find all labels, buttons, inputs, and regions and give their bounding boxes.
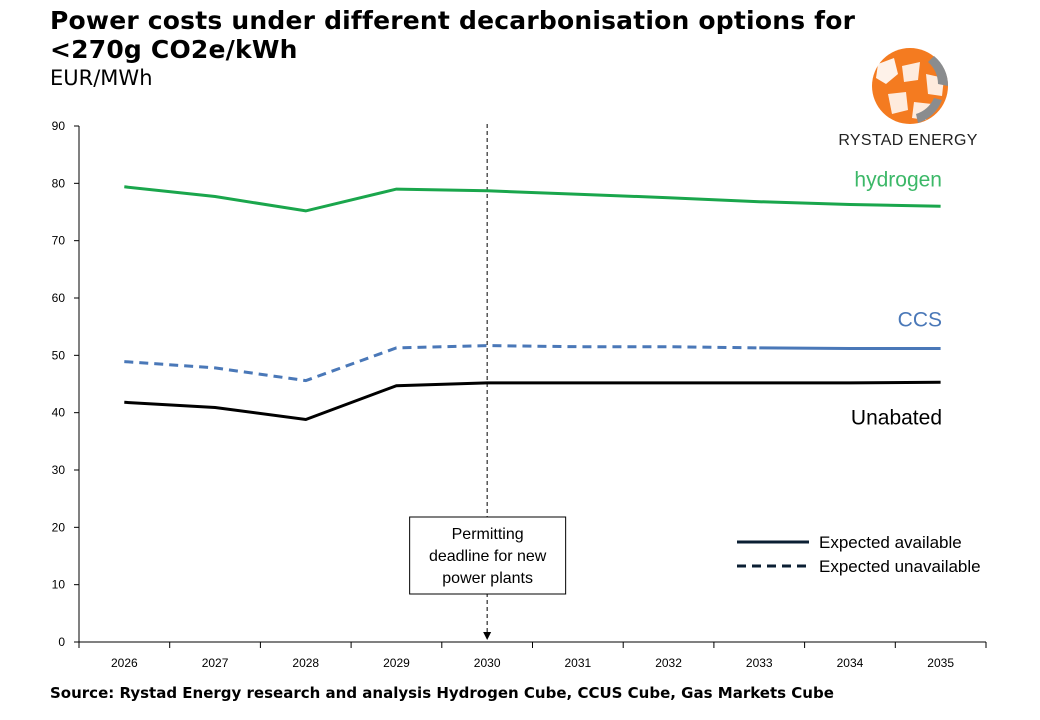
x-tick-label: 2027 [202,656,229,670]
y-tick-label: 20 [52,520,66,534]
x-tick-label: 2030 [474,656,501,670]
chart-subtitle: EUR/MWh [50,66,153,90]
x-tick-label: 2035 [927,656,954,670]
series-label-unabated: Unabated [851,406,942,429]
legend-label: Expected available [819,533,962,552]
y-tick-label: 80 [52,176,66,190]
rystad-logo: RYSTAD ENERGY [838,44,986,156]
x-tick-label: 2032 [655,656,682,670]
deadline-text-line: Permitting [452,526,524,543]
source-note: Source: Rystad Energy research and analy… [50,684,834,702]
x-tick-label: 2031 [564,656,591,670]
y-tick-label: 90 [52,119,66,133]
x-tick-label: 2026 [111,656,138,670]
x-tick-label: 2028 [292,656,319,670]
globe-icon [872,48,949,124]
series-line-hydrogen [124,185,941,213]
y-tick-label: 40 [52,406,66,420]
deadline-text-line: power plants [442,570,533,587]
deadline-arrow-icon [483,632,492,640]
y-tick-label: 70 [52,234,66,248]
deadline-annotation: Permitting deadline for new power plants [409,124,567,640]
logo-text: RYSTAD ENERGY [838,132,978,149]
chart-series [124,185,941,422]
series-label-hydrogen: hydrogen [854,168,942,191]
deadline-box [409,516,567,595]
legend-label: Expected unavailable [819,557,981,576]
x-tick-label: 2033 [746,656,773,670]
y-tick-label: 10 [52,578,66,592]
series-line-ccs-dashed [124,344,760,383]
x-tick-label: 2034 [837,656,864,670]
y-tick-label: 50 [52,348,66,362]
chart-legend: Expected available Expected unavailable [737,533,981,576]
y-tick-label: 0 [58,635,65,649]
series-line-unabated [124,380,941,422]
y-tick-label: 60 [52,291,66,305]
series-line-ccs-solid [759,346,941,350]
series-label-ccs: CCS [898,308,942,331]
x-tick-label: 2029 [383,656,410,670]
y-tick-label: 30 [52,463,66,477]
chart-title: Power costs under different decarbonisat… [50,6,856,64]
deadline-text-line: deadline for new [429,548,547,565]
